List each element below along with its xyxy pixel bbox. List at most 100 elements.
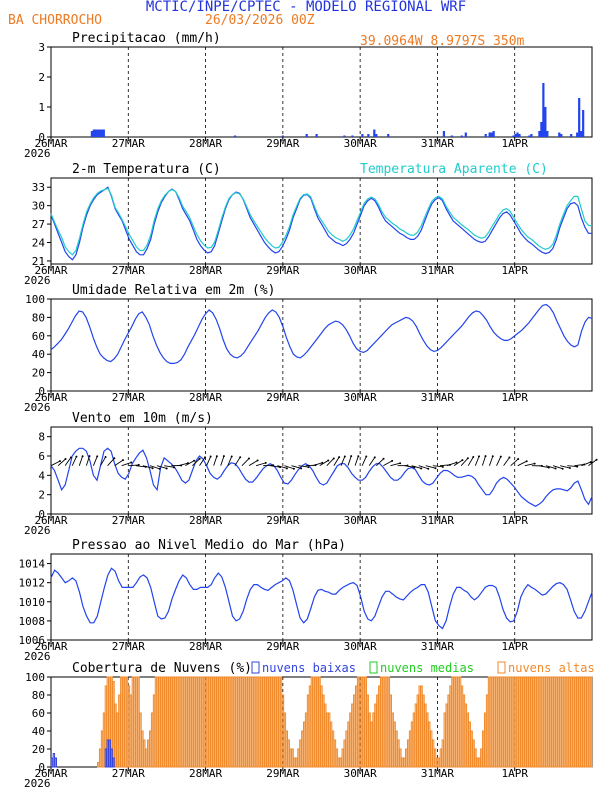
cloud-bar-nuvens-altas [128, 686, 129, 767]
cloud-bar-nuvens-altas [304, 722, 305, 767]
wind-arrow-head [65, 458, 67, 460]
cloud-bar-nuvens-altas [323, 695, 324, 767]
cloud-bar-nuvens-altas [481, 749, 482, 767]
precip-bar [558, 133, 560, 138]
cloud-bar-nuvens-altas [98, 763, 99, 768]
cloud-bar-nuvens-altas [173, 677, 174, 767]
cloud-bar-nuvens-altas [275, 677, 276, 767]
cloud-bar-nuvens-altas [500, 677, 501, 767]
wind-arrow-head [555, 468, 557, 470]
cloud-bar-nuvens-altas [542, 677, 543, 767]
cloud-bar-nuvens-altas [486, 695, 487, 767]
panel-title: Cobertura de Nuvens (%) [72, 661, 252, 676]
precip-bar [373, 130, 375, 138]
cloud-bar-nuvens-altas [433, 740, 434, 767]
cloud-bar-nuvens-altas [409, 731, 410, 767]
cloud-bar-nuvens-altas [284, 713, 285, 767]
x-year-label: 2026 [24, 524, 51, 537]
y-tick-label: 0 [38, 508, 45, 521]
cloud-bar-nuvens-altas [338, 758, 339, 767]
cloud-bar-nuvens-altas [467, 713, 468, 767]
cloud-bar-nuvens-altas [148, 740, 149, 767]
cloud-bar-nuvens-altas [425, 704, 426, 767]
cloud-bar-nuvens-altas [175, 677, 176, 767]
cloud-bar-nuvens-altas [263, 677, 264, 767]
wind-arrow-head [152, 467, 154, 469]
cloud-bar-nuvens-altas [253, 677, 254, 767]
precip-bar [540, 122, 542, 137]
cloud-bar-nuvens-altas [144, 740, 145, 767]
y-tick-label: 0 [38, 131, 45, 144]
wind-arrow-head [534, 463, 536, 465]
wind-arrow-head [293, 468, 295, 470]
cloud-bar-nuvens-altas [550, 677, 551, 767]
wind-arrow-head [500, 456, 502, 458]
cloud-bar-nuvens-altas [252, 677, 253, 767]
x-tick-label: 27MAR [112, 391, 145, 404]
x-tick-label: 27MAR [112, 640, 145, 653]
cloud-bar-nuvens-altas [350, 713, 351, 767]
cloud-bar-nuvens-altas [169, 677, 170, 767]
cloud-bar-nuvens-altas [465, 704, 466, 767]
cloud-bar-nuvens-altas [427, 713, 428, 767]
cloud-bar-nuvens-altas [398, 740, 399, 767]
precip-bar [91, 131, 93, 137]
cloud-bar-nuvens-altas [115, 704, 116, 767]
wind-arrow-head [59, 460, 61, 462]
wind-arrow [93, 456, 97, 465]
cloud-bar-nuvens-altas [565, 677, 566, 767]
cloud-bar-nuvens-altas [290, 749, 291, 767]
cloud-bar-nuvens-altas [488, 677, 489, 767]
wind-arrow-head [199, 458, 201, 460]
cloud-bar-nuvens-altas [477, 758, 478, 767]
cloud-bar-nuvens-altas [504, 677, 505, 767]
y-tick-label: 2 [38, 71, 45, 84]
cloud-bar-nuvens-altas [103, 713, 104, 767]
cloud-bar-nuvens-altas [123, 677, 124, 767]
wind-arrow [475, 456, 479, 465]
wind-arrow-head [265, 462, 267, 464]
cloud-bar-nuvens-altas [502, 677, 503, 767]
wind-arrow-head [383, 458, 385, 460]
panel-frame [51, 554, 592, 640]
y-tick-label: 100 [25, 293, 45, 306]
cloud-bar-nuvens-altas [404, 758, 405, 767]
y-tick-label: 20 [32, 367, 45, 380]
cloud-bar-nuvens-altas [219, 677, 220, 767]
wind-arrow [482, 456, 485, 466]
x-tick-label: 1APR [501, 391, 528, 404]
cloud-bar-nuvens-baixas [107, 740, 108, 767]
cloud-bar-nuvens-altas [305, 713, 306, 767]
cloud-bar-nuvens-altas [261, 677, 262, 767]
cloud-bar-nuvens-altas [142, 731, 143, 767]
cloud-bar-nuvens-altas [313, 677, 314, 767]
wind-arrow-head [399, 462, 401, 464]
wind-arrow [504, 458, 510, 466]
series-line-umidade-relativa [51, 305, 592, 364]
cloud-bar-nuvens-altas [184, 677, 185, 767]
y-tick-label: 20 [32, 743, 45, 756]
cloud-bar-nuvens-altas [317, 677, 318, 767]
y-tick-label: 80 [32, 689, 45, 702]
cloud-bar-nuvens-altas [517, 677, 518, 767]
cloud-bar-nuvens-altas [200, 677, 201, 767]
cloud-bar-nuvens-altas [196, 677, 197, 767]
cloud-bar-nuvens-altas [207, 677, 208, 767]
cloud-bar-nuvens-altas [523, 677, 524, 767]
cloud-bar-nuvens-altas [194, 677, 195, 767]
precip-bar [461, 136, 463, 138]
cloud-bar-nuvens-altas [329, 713, 330, 767]
wind-arrow-head [286, 467, 288, 469]
wind-arrow-head [122, 459, 124, 461]
cloud-bar-nuvens-altas [544, 677, 545, 767]
cloud-bar-nuvens-altas [188, 677, 189, 767]
wind-arrow-head [96, 455, 98, 457]
wind-arrow-head [257, 459, 259, 461]
cloud-bar-nuvens-altas [406, 749, 407, 767]
cloud-bar-nuvens-altas [302, 731, 303, 767]
cloud-bar-nuvens-altas [371, 722, 372, 767]
y-tick-label: 60 [32, 330, 45, 343]
cloud-bar-nuvens-altas [388, 677, 389, 767]
y-tick-label: 30 [32, 200, 45, 213]
wind-arrow-head [467, 457, 469, 459]
